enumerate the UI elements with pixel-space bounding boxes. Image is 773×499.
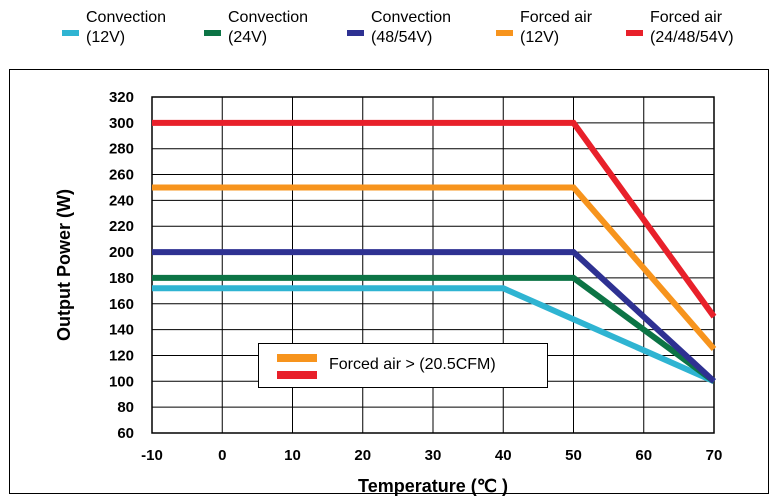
y-tick-label: 260 (109, 167, 134, 184)
y-tick-label: 180 (109, 270, 134, 287)
legend-label: Forced air (24/48/54V) (650, 9, 734, 46)
y-tick-label: 300 (109, 115, 134, 132)
y-tick-label: 60 (117, 425, 134, 442)
legend-label: Convection (12V) (86, 9, 167, 46)
x-tick-label: 60 (635, 447, 652, 464)
y-tick-label: 220 (109, 218, 134, 235)
y-tick-label: 320 (109, 89, 134, 106)
x-tick-label: 70 (706, 447, 723, 464)
legend-swatch (204, 30, 221, 36)
axis-ticks: 6080100120140160180200220240260280300320… (109, 89, 722, 464)
legend-label: Convection (24V) (228, 9, 309, 46)
y-axis-title: Output Power (W) (54, 189, 74, 341)
x-tick-label: 0 (218, 447, 226, 464)
x-tick-label: 30 (425, 447, 442, 464)
chart-legend: Convection (12V) Convection (24V) Convec… (0, 8, 773, 64)
x-tick-label: 40 (495, 447, 512, 464)
legend-swatch (62, 30, 79, 36)
x-tick-label: -10 (141, 447, 163, 464)
series-line (152, 184, 717, 351)
y-tick-label: 240 (109, 192, 134, 209)
forced-air-note: Forced air > (20.5CFM) (258, 343, 548, 388)
series-line (152, 274, 716, 384)
note-swatch-red (277, 371, 317, 379)
y-tick-label: 100 (109, 373, 134, 390)
x-tick-label: 50 (565, 447, 582, 464)
y-tick-label: 80 (117, 399, 134, 416)
y-tick-label: 160 (109, 296, 134, 313)
legend-swatch (626, 30, 643, 36)
x-tick-label: 20 (354, 447, 371, 464)
legend-label: Convection (48/54V) (371, 9, 452, 46)
y-tick-label: 280 (109, 141, 134, 158)
legend-label: Forced air (12V) (520, 9, 593, 46)
plot-series (152, 119, 717, 385)
note-text: Forced air > (20.5CFM) (329, 356, 496, 373)
legend-swatch (496, 30, 513, 36)
x-tick-label: 10 (284, 447, 301, 464)
plot-area-border (151, 96, 715, 434)
x-axis-title: Temperature (℃ ) (358, 476, 508, 496)
y-tick-label: 200 (109, 244, 134, 261)
series-line (152, 119, 717, 319)
y-tick-label: 140 (109, 322, 134, 339)
note-swatch-orange (277, 354, 317, 362)
series-line (152, 285, 716, 385)
chart-frame (9, 69, 769, 494)
y-tick-label: 120 (109, 347, 134, 364)
series-line (152, 249, 717, 384)
legend-swatch (347, 30, 364, 36)
